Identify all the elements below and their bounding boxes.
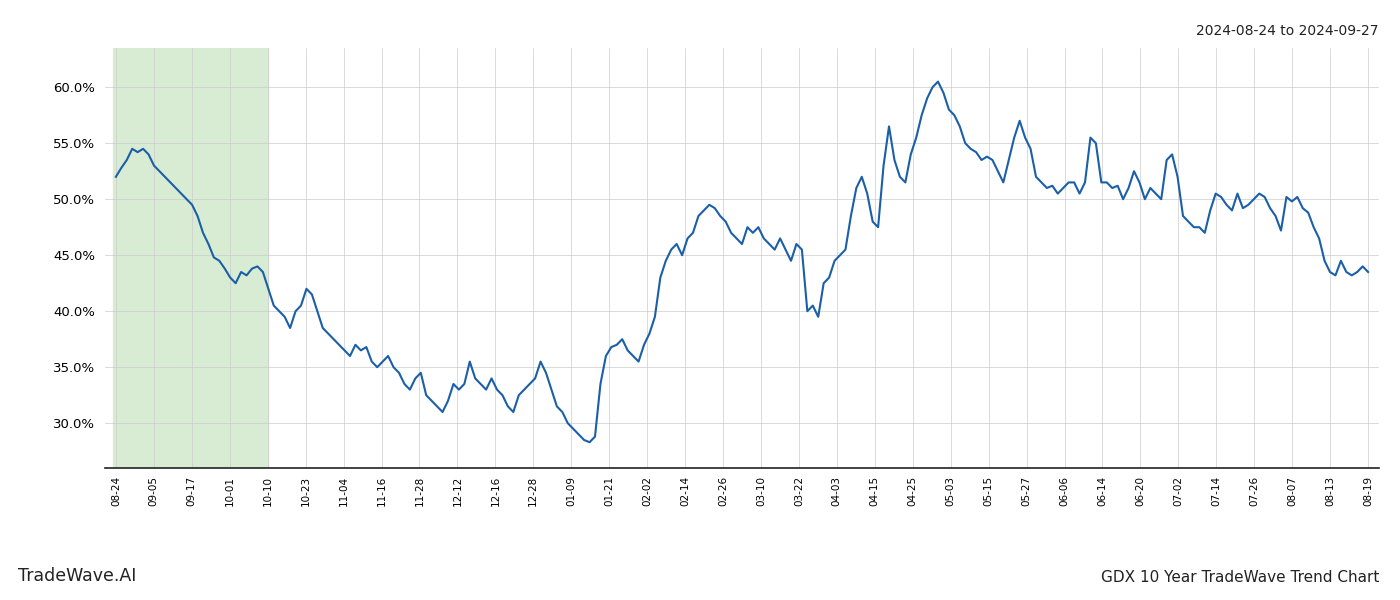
Text: 2024-08-24 to 2024-09-27: 2024-08-24 to 2024-09-27	[1197, 24, 1379, 38]
Text: TradeWave.AI: TradeWave.AI	[18, 567, 137, 585]
Text: GDX 10 Year TradeWave Trend Chart: GDX 10 Year TradeWave Trend Chart	[1100, 570, 1379, 585]
Bar	[113, 48, 267, 468]
